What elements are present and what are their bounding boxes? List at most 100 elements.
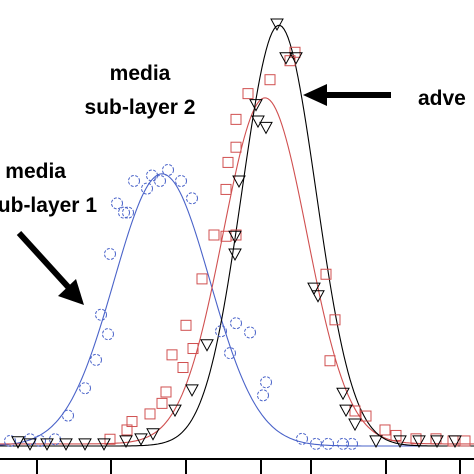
data-point-series-2 [166,349,178,361]
data-point-series-1 [230,317,242,330]
data-point-series-3 [11,436,25,449]
data-point-series-1 [257,389,269,402]
data-point-series-1 [122,206,134,219]
data-point-series-1 [118,206,130,219]
annotation-label-sub-layer-1-line-2: sub-layer 1 [0,194,97,217]
fit-curve-series-2 [0,97,474,445]
data-markers [4,18,471,451]
data-point-series-3 [279,52,293,65]
annotation-label-adventitia: adve [418,87,466,110]
data-point-series-3 [228,248,242,262]
data-point-series-3 [311,290,325,303]
data-point-series-2 [264,74,276,86]
annotation-label-sub-layer-2-line-1: media [110,62,171,85]
data-point-series-2 [177,362,189,374]
arrow-head [58,279,84,305]
data-point-series-2 [160,386,172,398]
data-point-series-3 [448,435,462,448]
data-point-series-3 [430,435,444,448]
data-point-series-2 [320,268,332,280]
data-point-series-3 [97,438,111,451]
data-point-series-3 [249,99,263,112]
data-point-series-1 [215,325,227,338]
data-point-series-1 [322,437,334,450]
data-point-series-3 [393,435,407,448]
data-point-series-3 [369,435,383,448]
data-point-series-2 [410,433,422,445]
data-point-series-3 [23,438,37,451]
data-point-series-1 [296,432,308,445]
data-point-series-3 [78,438,92,451]
data-point-series-2 [230,141,242,153]
data-point-series-1 [154,174,166,187]
data-point-series-2 [324,355,336,367]
data-point-series-3 [200,339,214,352]
data-point-series-3 [134,433,148,446]
data-point-series-2 [220,183,232,195]
data-point-series-3 [270,18,284,32]
data-point-series-1 [95,308,107,321]
data-point-series-1 [79,382,91,395]
data-point-series-3 [289,52,303,65]
chart-axes [0,458,474,474]
data-point-series-1 [162,164,174,177]
data-point-series-2 [220,230,232,242]
data-point-series-1 [346,437,358,450]
data-point-series-3 [259,121,273,135]
annotations: media sub-layer 1 media sub-layer 2 adve [0,62,466,305]
data-point-series-1 [175,174,187,187]
data-point-series-1 [337,437,349,450]
data-point-series-3 [348,418,362,432]
data-point-series-1 [244,326,256,339]
data-point-series-1 [4,434,16,447]
data-point-series-1 [102,328,114,341]
data-point-series-3 [228,230,242,244]
data-point-series-2 [208,229,220,241]
data-point-series-2 [187,343,199,355]
data-point-series-3 [251,115,265,129]
data-point-series-2 [360,410,372,422]
data-point-series-1 [62,409,74,422]
data-point-series-1 [146,169,158,182]
data-point-series-2 [242,88,254,100]
data-point-series-1 [186,192,198,205]
data-point-series-2 [156,397,168,409]
fit-curves [0,24,474,447]
data-point-series-2 [349,405,361,417]
data-point-series-1 [128,174,140,187]
data-point-series-3 [412,435,426,448]
data-point-series-1 [260,376,272,389]
data-point-series-3 [339,404,353,418]
annotation-label-sub-layer-2-line-2: sub-layer 2 [85,96,196,119]
data-point-series-2 [329,314,341,326]
arrow-shaft [16,230,73,292]
data-point-series-3 [168,404,182,418]
fit-curve-series-3 [0,24,474,447]
data-point-series-3 [336,387,350,401]
data-point-series-1 [224,347,236,360]
annotation-label-sub-layer-1-line-1: media [5,160,66,183]
data-point-series-2 [230,113,242,125]
data-point-series-2 [180,319,192,331]
data-point-series-1 [34,434,46,447]
data-point-series-1 [90,353,102,366]
fit-curve-series-1 [0,173,474,447]
data-point-series-1 [111,197,123,210]
data-point-series-2 [126,416,138,428]
data-point-series-3 [185,384,199,397]
data-point-series-3 [59,438,73,451]
data-point-series-2 [144,408,156,420]
data-point-series-3 [307,282,321,296]
data-point-series-1 [310,437,322,450]
data-point-series-1 [141,182,153,195]
data-point-series-2 [379,424,391,436]
data-point-series-2 [196,273,208,285]
data-point-series-3 [40,438,54,451]
data-point-series-3 [119,435,133,448]
data-point-series-3 [146,428,160,441]
data-point-series-2 [222,156,234,168]
data-point-series-3 [232,175,246,189]
data-point-series-2 [459,435,471,447]
data-point-series-1 [104,247,116,260]
